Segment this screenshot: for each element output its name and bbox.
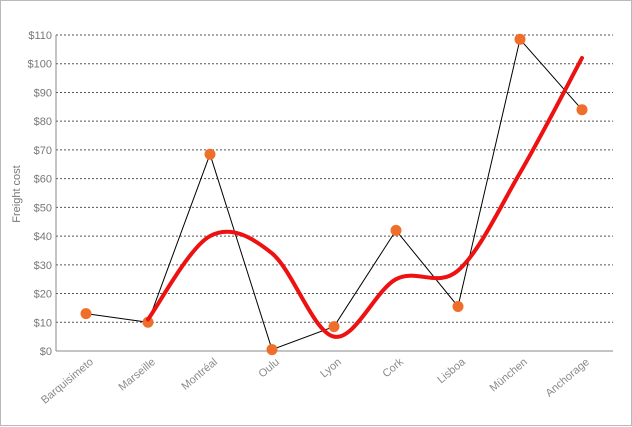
y-tick-label: $20	[34, 289, 52, 301]
gridlines	[55, 34, 613, 352]
x-tick-label: Anchorage	[543, 356, 591, 399]
data-point	[576, 104, 588, 116]
y-tick-label: $0	[40, 346, 52, 358]
y-tick-label: $10	[34, 317, 52, 329]
x-tick-label: Lyon	[318, 356, 344, 380]
y-tick-label: $100	[28, 59, 52, 71]
series-layer	[80, 33, 588, 356]
x-tick-label: Oulu	[256, 356, 282, 380]
y-tick-label: $40	[34, 231, 52, 243]
x-tick-label: Barquisimeto	[39, 356, 96, 406]
data-point	[390, 224, 402, 236]
y-tick-label: $60	[34, 174, 52, 186]
data-point	[452, 300, 464, 312]
y-tick-label: $70	[34, 145, 52, 157]
data-point	[266, 344, 278, 356]
x-tick-label: Montréal	[179, 356, 219, 393]
trend-line	[146, 55, 584, 339]
x-tick-label: Marseille	[116, 356, 157, 393]
data-point	[204, 148, 216, 160]
y-axis-title: Freight cost	[11, 165, 23, 222]
x-tick-label: Cork	[380, 356, 406, 380]
y-tick-label: $80	[34, 116, 52, 128]
x-tick-label: Lisboa	[435, 356, 468, 387]
data-point	[142, 316, 154, 328]
y-tick-label: $50	[34, 202, 52, 214]
y-tick-label: $90	[34, 87, 52, 99]
y-axis-ticks: $0 $10 $20 $30 $40 $50 $60 $70 $80 $90 $100 $110	[28, 30, 52, 358]
y-tick-label: $110	[28, 30, 52, 42]
data-point	[80, 308, 92, 320]
y-tick-label: $30	[34, 260, 52, 272]
x-tick-label: München	[488, 356, 530, 394]
x-axis-ticks: Barquisimeto Marseille Montréal Oulu Lyon Cor…	[39, 356, 592, 407]
data-point	[514, 33, 526, 45]
data-point	[328, 321, 340, 333]
